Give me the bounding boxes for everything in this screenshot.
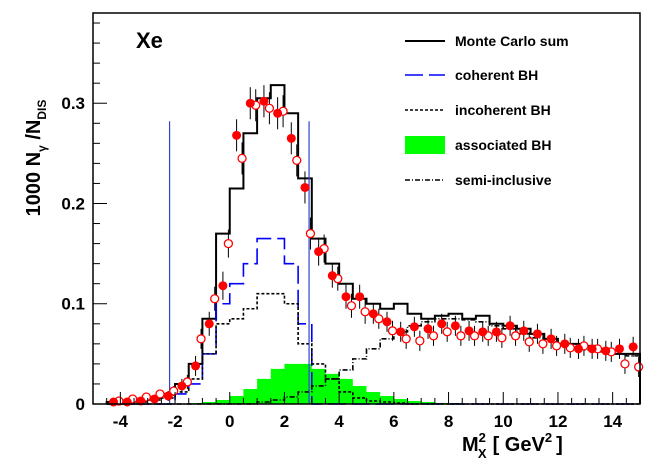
x-tick-label: 8: [444, 412, 453, 431]
filled-data-point: [437, 319, 447, 329]
x-tick-label: 0: [225, 412, 234, 431]
series-incoherent-bh: [106, 292, 640, 405]
open-data-point: [428, 331, 439, 341]
open-data-point: [264, 103, 275, 113]
filled-data-point: [341, 292, 351, 302]
filled-data-point: [273, 108, 283, 118]
open-data-point: [633, 362, 644, 372]
x-tick-label: 14: [603, 412, 622, 431]
filled-data-point: [232, 130, 242, 140]
filled-data-point: [505, 321, 515, 331]
filled-data-point: [355, 292, 365, 302]
open-data-point: [223, 238, 234, 249]
open-data-point: [305, 228, 316, 239]
y-tick-label: 0.1: [61, 295, 85, 314]
filled-data-point: [368, 309, 378, 319]
open-data-point: [169, 386, 179, 396]
filled-data-point: [314, 247, 324, 257]
open-data-point: [415, 336, 425, 346]
filled-data-point: [396, 327, 406, 337]
nucleus-label: Xe: [136, 28, 163, 53]
series-monte-carlo-sum: [105, 84, 641, 404]
x-tick-label: -4: [113, 412, 129, 431]
open-data-point: [469, 331, 480, 341]
open-data-point: [292, 155, 302, 166]
filled-data-point: [177, 381, 187, 391]
legend-incoherent-bh-label: incoherent BH: [455, 102, 551, 118]
filled-data-point: [546, 334, 556, 344]
filled-data-point: [150, 394, 160, 404]
x-tick-label: 10: [494, 412, 513, 431]
filled-data-point: [163, 391, 173, 401]
x-axis-label: M2 X[ GeV2]: [462, 430, 563, 461]
open-data-point: [524, 337, 534, 347]
filled-data-point: [259, 96, 269, 106]
open-data-point: [497, 333, 507, 343]
filled-data-point: [628, 342, 638, 352]
filled-data-point: [519, 326, 529, 336]
filled-data-point: [245, 98, 255, 108]
legend-semi-inclusive-label: semi-inclusive: [455, 172, 552, 188]
open-data-point: [387, 326, 398, 336]
filled-data-point: [614, 344, 624, 354]
filled-data-point: [560, 339, 570, 349]
filled-data-point: [532, 329, 542, 339]
y-axis-label: 1000 Nγ /NDIS: [23, 100, 49, 217]
open-data-point: [374, 314, 384, 324]
plot-area: [105, 84, 644, 407]
x-tick-label: 4: [334, 412, 344, 431]
filled-data-point: [286, 133, 296, 143]
open-data-point: [442, 327, 452, 337]
filled-data-point: [204, 319, 214, 329]
filled-data-point: [587, 344, 597, 354]
filled-data-point: [218, 281, 228, 291]
filled-data-point: [327, 271, 337, 281]
x-tick-label: 2: [280, 412, 289, 431]
filled-data-point: [191, 361, 201, 371]
y-tick-label: 0.2: [61, 194, 85, 213]
legend-associated-bh-label: associated BH: [455, 137, 551, 153]
x-tick-label: 12: [548, 412, 567, 431]
axes: -4 -2 0 2 4 6 8 10 12 14 0 0.1 0.2 0.3: [61, 12, 641, 431]
open-data-point: [155, 389, 165, 399]
filled-data-point: [450, 321, 460, 331]
filled-data-point: [464, 326, 474, 336]
filled-data-point: [409, 322, 419, 332]
open-data-point: [196, 334, 206, 344]
x-tick-label: 6: [389, 412, 398, 431]
legend-associated-bh-swatch: [405, 136, 445, 154]
series-associated-bh-fill: [106, 363, 641, 404]
filled-data-point: [423, 324, 433, 334]
open-data-point: [237, 153, 247, 164]
open-data-point: [456, 331, 466, 341]
open-data-point: [360, 307, 370, 317]
y-tick-label: 0.3: [61, 94, 85, 113]
y-tick-label: 0: [76, 395, 85, 414]
filled-data-point: [478, 327, 488, 337]
legend-coherent-bh-label: coherent BH: [455, 67, 538, 83]
filled-data-point: [136, 396, 146, 406]
filled-data-point: [300, 182, 310, 192]
open-data-point: [510, 331, 521, 341]
filled-data-point: [109, 397, 119, 407]
open-data-point: [210, 294, 220, 304]
open-data-point: [551, 341, 562, 351]
legend-monte-carlo-sum-label: Monte Carlo sum: [455, 33, 569, 49]
filled-data-point: [601, 346, 611, 356]
filled-data-point: [573, 344, 583, 354]
open-data-point: [346, 301, 357, 311]
open-data-point: [401, 334, 411, 344]
x-tick-label: -2: [167, 412, 182, 431]
filled-data-point: [382, 317, 392, 327]
legend: Monte Carlo sum coherent BH incoherent BH a…: [405, 33, 569, 188]
open-data-point: [620, 359, 630, 369]
filled-data-point: [122, 397, 132, 407]
filled-data-point: [491, 327, 501, 337]
open-data-point: [538, 339, 548, 349]
